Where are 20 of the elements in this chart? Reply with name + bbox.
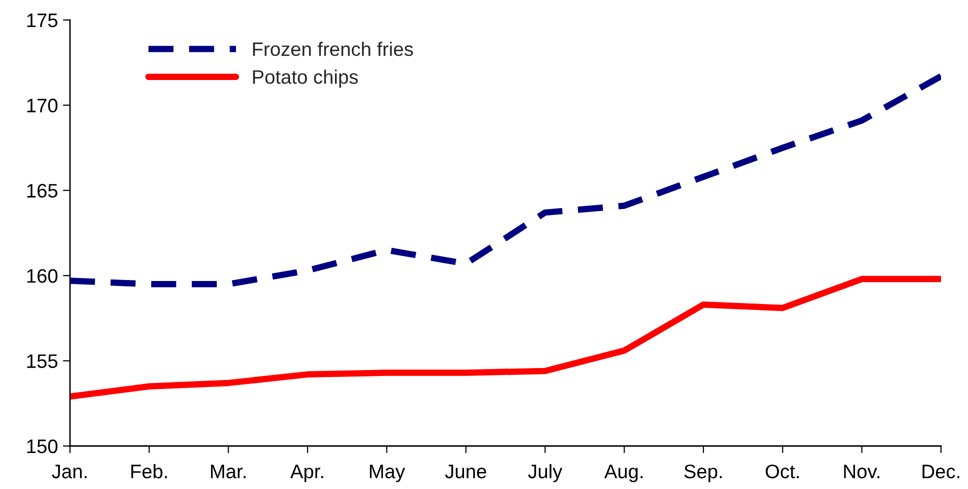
x-tick-label: Feb.	[131, 464, 167, 478]
y-tick-label: 170	[27, 98, 58, 112]
x-tick-label: Apr.	[290, 464, 324, 482]
x-tick-label: July	[528, 464, 562, 482]
x-tick-label: Mar.	[211, 464, 246, 478]
x-tick-label: Jan.	[52, 464, 87, 478]
x-tick-label: Nov.	[844, 464, 880, 478]
y-tick-label: 150	[27, 439, 58, 454]
legend-label: Frozen french fries	[253, 42, 413, 56]
legend-label: Potato chips	[253, 70, 358, 88]
x-tick-label: Oct.	[766, 464, 799, 478]
y-tick-label: 165	[27, 184, 58, 198]
x-tick-label: Aug.	[604, 464, 642, 482]
x-tick-label: Sep.	[684, 464, 722, 482]
x-tick-label: Dec.	[922, 464, 960, 478]
y-tick-label: 160	[27, 269, 58, 283]
y-tick-label: 175	[27, 14, 58, 28]
x-tick-label: May	[370, 464, 406, 482]
y-tick-label: 155	[27, 354, 58, 368]
x-tick-label: June	[445, 464, 486, 478]
